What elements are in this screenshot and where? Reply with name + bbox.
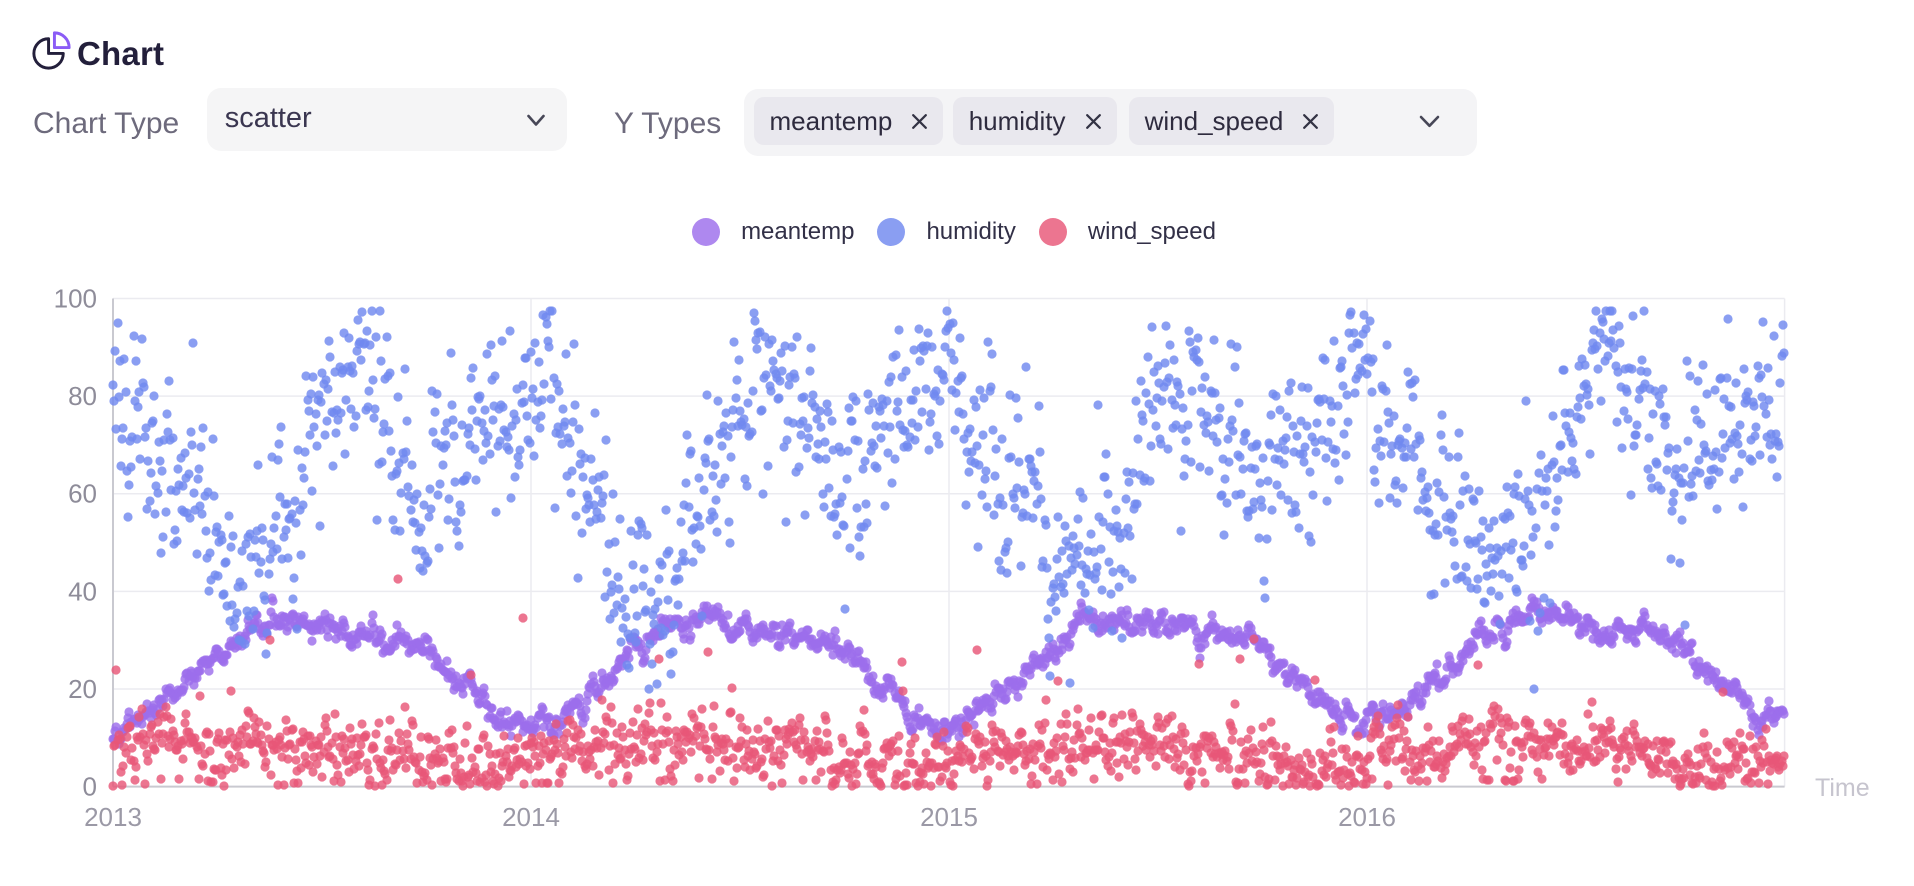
svg-text:2016: 2016 bbox=[1338, 802, 1396, 832]
svg-text:100: 100 bbox=[54, 284, 97, 314]
svg-text:20: 20 bbox=[68, 674, 97, 704]
svg-text:80: 80 bbox=[68, 381, 97, 411]
svg-text:2015: 2015 bbox=[920, 802, 978, 832]
svg-text:60: 60 bbox=[68, 479, 97, 509]
svg-text:0: 0 bbox=[83, 772, 97, 802]
svg-text:2013: 2013 bbox=[84, 802, 142, 832]
svg-text:2014: 2014 bbox=[502, 802, 560, 832]
svg-text:40: 40 bbox=[68, 576, 97, 606]
svg-text:Time: Time bbox=[1815, 774, 1870, 802]
